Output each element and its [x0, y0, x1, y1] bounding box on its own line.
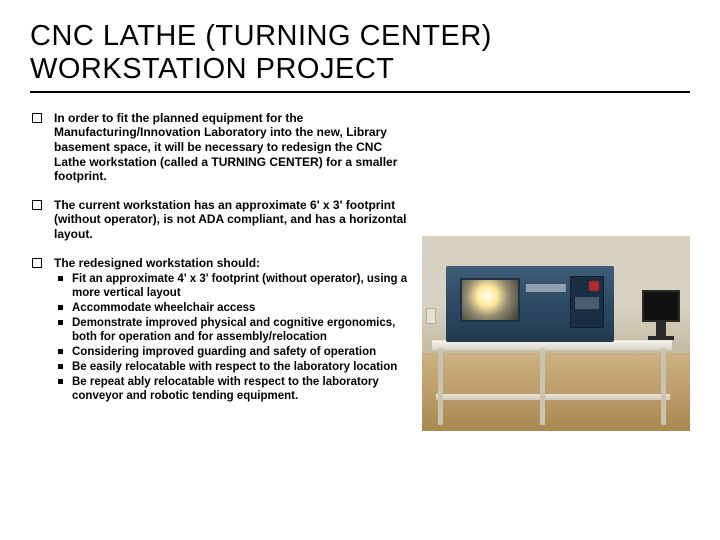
bullet-item: In order to fit the planned equipment fo…: [54, 111, 408, 184]
image-column: [408, 111, 690, 431]
photo-wall-outlet: [426, 308, 436, 324]
photo-monitor: [642, 290, 680, 322]
photo-control-panel: [570, 276, 604, 328]
content-row: In order to fit the planned equipment fo…: [30, 111, 690, 431]
page-title: CNC LATHE (TURNING CENTER) WORKSTATION P…: [30, 20, 690, 87]
sub-bullet-item: Considering improved guarding and safety…: [72, 345, 408, 359]
sub-bullet-item: Be easily relocatable with respect to th…: [72, 360, 408, 374]
photo-floor: [422, 353, 690, 431]
photo-table-leg: [661, 348, 666, 425]
sub-bullet-item: Demonstrate improved physical and cognit…: [72, 316, 408, 344]
photo-table-shelf: [436, 394, 670, 400]
bullet-text: The redesigned workstation should:: [54, 256, 260, 270]
photo-monitor-base: [648, 336, 674, 340]
photo-machine-label: [526, 284, 566, 292]
text-column: In order to fit the planned equipment fo…: [30, 111, 408, 418]
sub-bullet-item: Fit an approximate 4' x 3' footprint (wi…: [72, 272, 408, 300]
photo-machine-window: [460, 278, 520, 322]
bullet-item: The current workstation has an approxima…: [54, 198, 408, 242]
slide: CNC LATHE (TURNING CENTER) WORKSTATION P…: [0, 0, 720, 540]
photo-table-leg: [540, 348, 545, 425]
bullet-list: In order to fit the planned equipment fo…: [30, 111, 408, 404]
photo-table-leg: [438, 348, 443, 425]
sub-bullet-item: Be repeat ably relocatable with respect …: [72, 375, 408, 403]
bullet-item: The redesigned workstation should: Fit a…: [54, 256, 408, 404]
sub-bullet-item: Accommodate wheelchair access: [72, 301, 408, 315]
photo-cnc-machine: [446, 266, 614, 342]
sub-bullet-list: Fit an approximate 4' x 3' footprint (wi…: [54, 272, 408, 403]
photo-estop-icon: [589, 281, 599, 291]
photo-panel-screen: [575, 297, 599, 309]
title-underline: [30, 91, 690, 93]
workstation-photo: [422, 236, 690, 431]
